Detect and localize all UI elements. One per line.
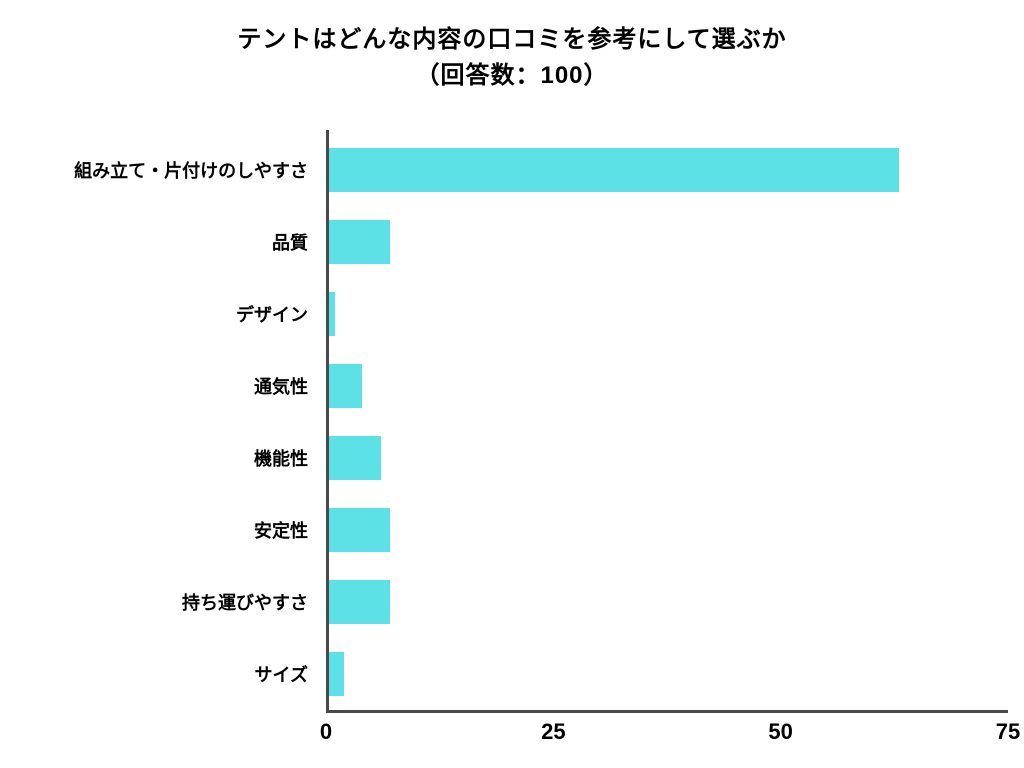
bar: [329, 508, 390, 552]
title-line2: （回答数：100）: [415, 62, 608, 89]
bar: [329, 148, 899, 192]
plot-area: 0255075組み立て・片付けのしやすさ品質デザイン通気性機能性安定性持ち運びや…: [326, 130, 1008, 713]
category-label: 通気性: [254, 373, 308, 399]
category-label: デザイン: [236, 301, 308, 327]
category-label: 持ち運びやすさ: [182, 589, 308, 615]
x-axis: [326, 710, 1008, 713]
y-axis: [326, 130, 329, 713]
category-label: 組み立て・片付けのしやすさ: [74, 157, 308, 183]
x-tick-label: 25: [541, 719, 565, 745]
bar: [329, 580, 390, 624]
category-label: 品質: [272, 229, 308, 255]
category-label: 機能性: [254, 445, 308, 471]
bar: [329, 364, 362, 408]
x-tick-label: 50: [768, 719, 792, 745]
chart-title: テントはどんな内容の口コミを参考にして選ぶか （回答数：100）: [0, 22, 1024, 94]
bar: [329, 652, 344, 696]
bar: [329, 436, 381, 480]
title-line1: テントはどんな内容の口コミを参考にして選ぶか: [237, 26, 786, 53]
chart-container: テントはどんな内容の口コミを参考にして選ぶか （回答数：100） 0255075…: [0, 0, 1024, 768]
bar: [329, 220, 390, 264]
category-label: 安定性: [254, 517, 308, 543]
x-tick-label: 75: [996, 719, 1020, 745]
category-label: サイズ: [255, 661, 308, 687]
x-tick-label: 0: [320, 719, 332, 745]
bar: [329, 292, 335, 336]
